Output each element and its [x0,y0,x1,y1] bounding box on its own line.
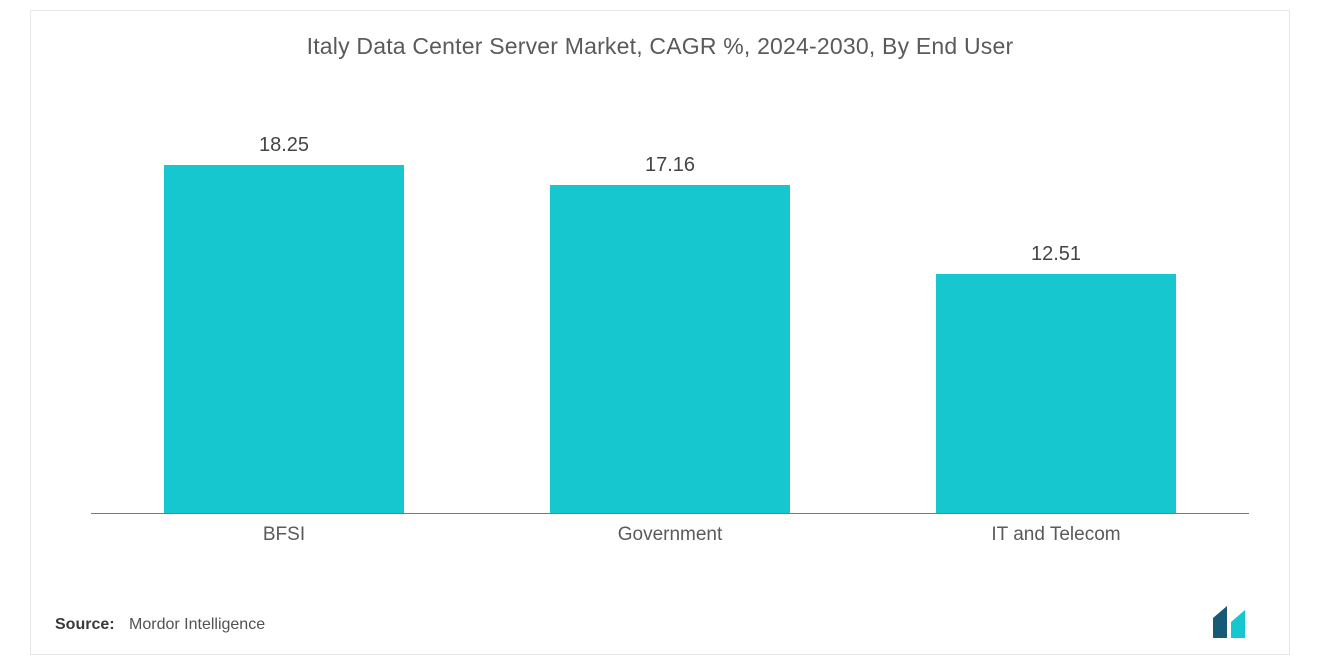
category-label: Government [477,524,863,546]
category-label: BFSI [91,524,477,546]
chart-title: Italy Data Center Server Market, CAGR %,… [31,11,1289,60]
plot-area: 18.25 17.16 12.51 [91,131,1249,514]
brand-logo-icon [1209,604,1265,642]
x-axis-line [91,513,1249,514]
bar-value-label: 17.16 [645,154,695,177]
source-line: Source: Mordor Intelligence [55,616,265,634]
bar-value-label: 12.51 [1031,243,1081,266]
source-text: Mordor Intelligence [129,616,265,633]
bar-column: 12.51 [863,131,1249,514]
logo-bar-2 [1231,610,1245,638]
bar [550,185,789,514]
bars-row: 18.25 17.16 12.51 [91,131,1249,514]
bar-value-label: 18.25 [259,134,309,157]
bar [164,165,403,514]
category-label: IT and Telecom [863,524,1249,546]
bar-column: 17.16 [477,131,863,514]
bar [936,274,1175,514]
logo-bar-1 [1213,606,1227,638]
source-label: Source: [55,616,115,633]
chart-container: Italy Data Center Server Market, CAGR %,… [30,10,1290,655]
bar-column: 18.25 [91,131,477,514]
category-labels-row: BFSIGovernmentIT and Telecom [91,524,1249,546]
